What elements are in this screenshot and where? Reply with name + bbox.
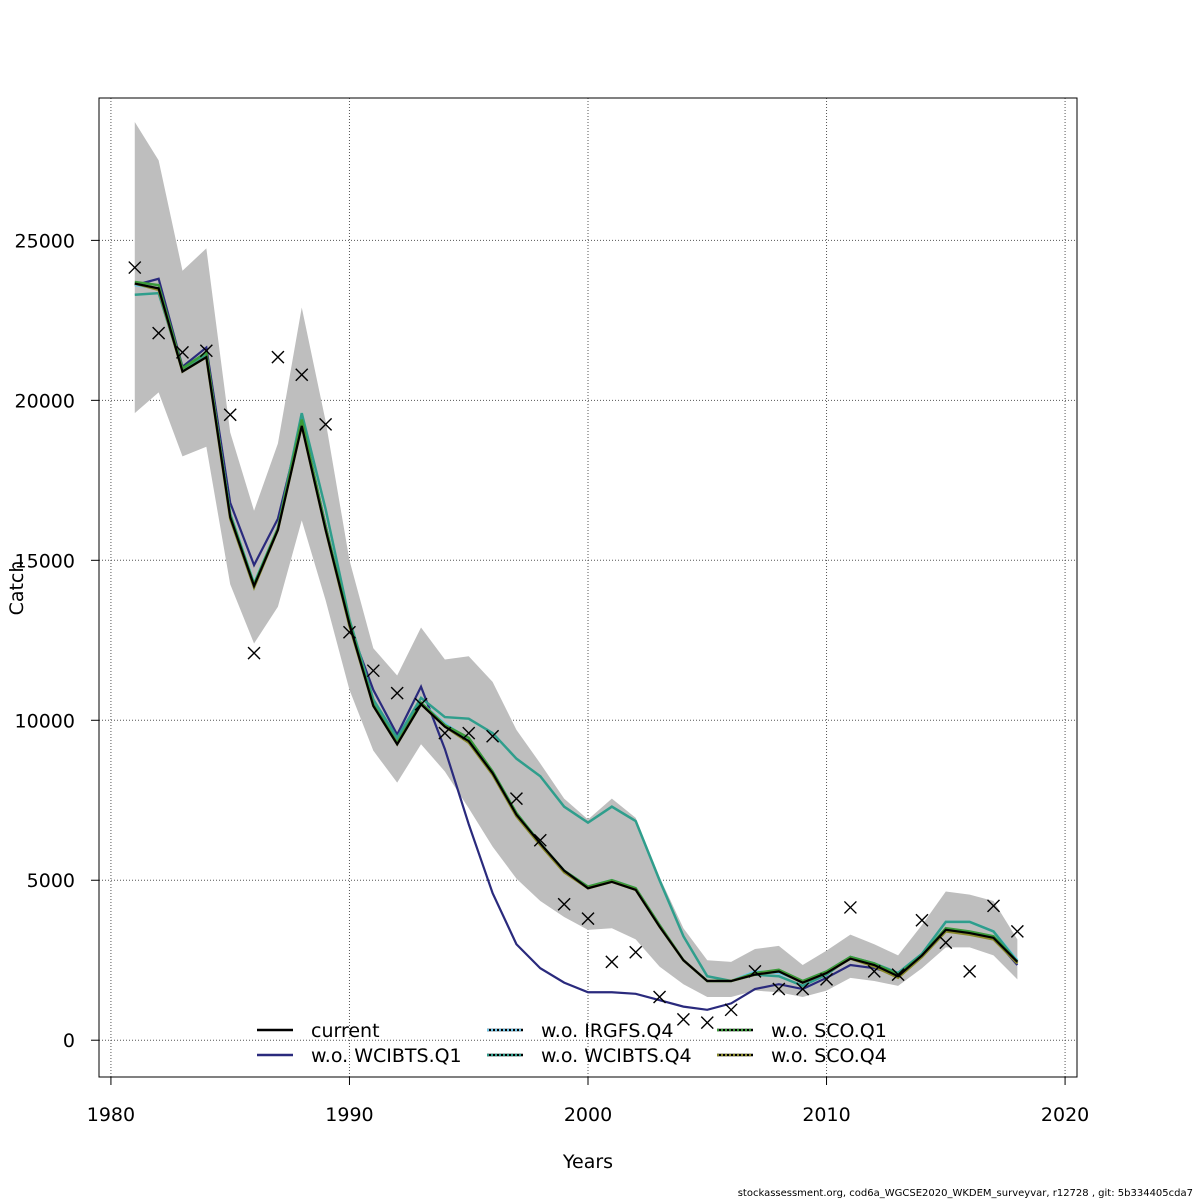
y-tick-label: 5000 xyxy=(27,870,75,892)
footer-credit: stockassessment.org, cod6a_WGCSE2020_WKD… xyxy=(738,1188,1193,1199)
legend-label: current xyxy=(311,1020,380,1042)
legend: current w.o. IRGFS.Q4 w.o. SCO.Q1 w.o. WCIB… xyxy=(257,1020,887,1067)
x-tick-label: 2010 xyxy=(802,1104,850,1126)
y-tick-label: 15000 xyxy=(15,550,75,572)
confidence-band-area xyxy=(134,121,1018,998)
observed-point xyxy=(653,990,667,1004)
observed-point xyxy=(414,697,428,711)
observed-point xyxy=(796,982,810,996)
observed-points xyxy=(128,261,1024,1030)
observed-point xyxy=(629,945,643,959)
x-tick-label: 1980 xyxy=(87,1104,135,1126)
observed-point xyxy=(820,972,834,986)
observed-point xyxy=(486,729,500,743)
observed-point xyxy=(676,1012,690,1026)
legend-label: w.o. SCO.Q4 xyxy=(771,1045,887,1067)
y-axis-title: Catch xyxy=(6,561,28,616)
observed-point xyxy=(223,408,237,422)
legend-item-w-o-wcibts-q4: w.o. WCIBTS.Q4 xyxy=(487,1045,692,1067)
observed-point xyxy=(152,326,166,340)
observed-point xyxy=(438,726,452,740)
axes: 1980 1990 2000 2010 2020 0 5000 10000 15000 20000… xyxy=(15,230,1090,1126)
x-tick-label: 2000 xyxy=(564,1104,612,1126)
observed-point xyxy=(175,345,189,359)
observed-point xyxy=(509,792,523,806)
observed-point xyxy=(963,964,977,978)
y-tick-label: 10000 xyxy=(15,710,75,732)
legend-item-w-o-wcibts-q1: w.o. WCIBTS.Q1 xyxy=(257,1045,462,1067)
x-tick-label: 2020 xyxy=(1041,1104,1089,1126)
observed-point xyxy=(748,964,762,978)
legend-label: w.o. WCIBTS.Q1 xyxy=(311,1045,462,1067)
observed-point xyxy=(700,1016,714,1030)
y-tick-label: 0 xyxy=(63,1030,75,1052)
observed-point xyxy=(271,350,285,364)
x-axis-title: Years xyxy=(562,1151,613,1173)
observed-point xyxy=(390,686,404,700)
x-tick-label: 1990 xyxy=(325,1104,373,1126)
y-tick-label: 20000 xyxy=(15,390,75,412)
observed-point xyxy=(772,982,786,996)
observed-point xyxy=(462,726,476,740)
legend-item-w-o-sco-q4: w.o. SCO.Q4 xyxy=(717,1045,887,1067)
observed-point xyxy=(366,664,380,678)
observed-point xyxy=(247,646,261,660)
observed-point xyxy=(867,964,881,978)
observed-point xyxy=(533,833,547,847)
legend-label: w.o. IRGFS.Q4 xyxy=(541,1020,673,1042)
observed-point xyxy=(295,368,309,382)
observed-point xyxy=(843,900,857,914)
legend-label: w.o. SCO.Q1 xyxy=(771,1020,887,1042)
y-tick-label: 25000 xyxy=(15,230,75,252)
series-line-current xyxy=(134,282,1019,984)
observed-point xyxy=(128,261,142,275)
observed-point xyxy=(557,897,571,911)
legend-item-w-o-irgfs-q4: w.o. IRGFS.Q4 xyxy=(487,1020,673,1042)
observed-point xyxy=(605,955,619,969)
observed-point xyxy=(939,936,953,950)
legend-item-w-o-sco-q1: w.o. SCO.Q1 xyxy=(717,1020,887,1042)
observed-point xyxy=(724,1003,738,1017)
legend-item-current: current xyxy=(257,1020,380,1042)
observed-point xyxy=(891,968,905,982)
observed-point xyxy=(342,625,356,639)
observed-point xyxy=(1010,924,1024,938)
observed-point xyxy=(581,912,595,926)
observed-point xyxy=(987,899,1001,913)
confidence-band xyxy=(134,121,1018,998)
legend-label: w.o. WCIBTS.Q4 xyxy=(541,1045,692,1067)
observed-point xyxy=(319,417,333,431)
observed-point xyxy=(915,913,929,927)
observed-point xyxy=(199,344,213,358)
